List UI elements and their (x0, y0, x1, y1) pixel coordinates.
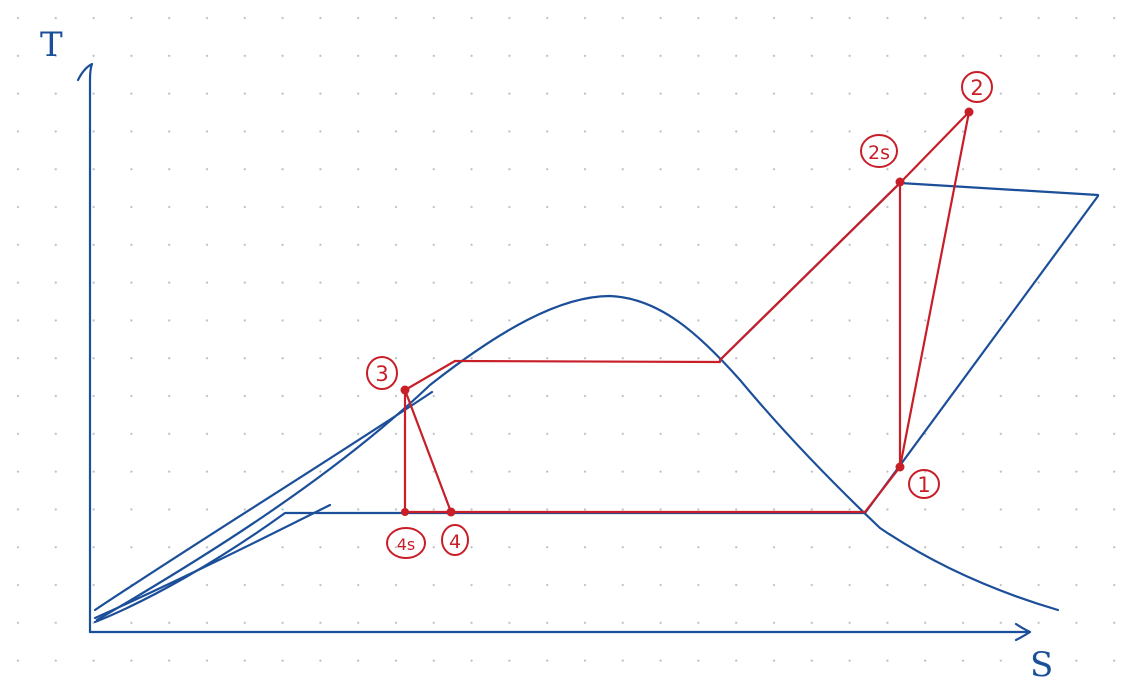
point-3-circle (366, 356, 398, 390)
low-pressure-isobar (93, 194, 1100, 624)
point-1-circle (908, 469, 940, 499)
point-1-dot (895, 462, 905, 472)
superheat-to-1 (863, 465, 902, 514)
x-axis (88, 622, 1032, 642)
point-2s-dot (895, 177, 905, 187)
y-axis-label: T (40, 25, 63, 65)
point-2-dot (964, 107, 974, 117)
point-1-label: 1 (917, 473, 930, 497)
condensation-line (453, 359, 722, 364)
point-4-label: 4 (449, 531, 461, 553)
x-axis-label: S (1030, 645, 1053, 685)
saturation-dome (95, 294, 1060, 622)
point-4-dot (446, 507, 456, 517)
subcooling-to-3 (403, 359, 457, 392)
point-4s-dot (401, 508, 409, 516)
point-2-circle (961, 71, 993, 103)
point-2s-label: 2s (868, 142, 890, 164)
high-pressure-isobar-lower (93, 503, 332, 620)
point-4s-circle (386, 527, 426, 559)
point-3-dot (400, 385, 410, 395)
expansion-3-to-4 (403, 388, 453, 514)
point-2s-circle (860, 134, 898, 168)
point-4-circle (441, 524, 469, 556)
y-axis (76, 62, 94, 634)
point-4s-label: 4s (397, 535, 416, 554)
point-3-label: 3 (375, 362, 388, 386)
compression-1-to-2 (898, 110, 971, 469)
point-2-label: 2 (970, 76, 983, 100)
